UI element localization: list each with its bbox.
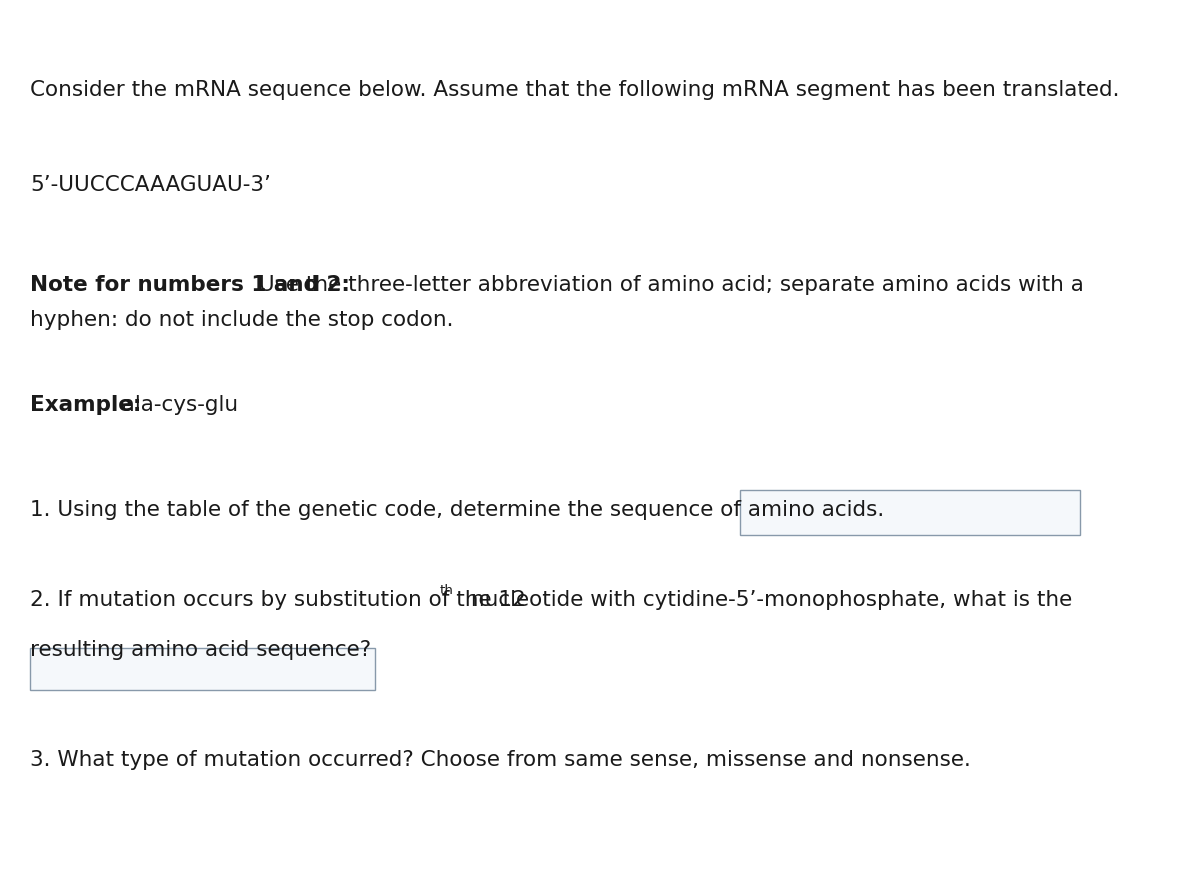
Text: Example:: Example:: [30, 395, 142, 415]
Text: 2. If mutation occurs by substitution of the 12: 2. If mutation occurs by substitution of…: [30, 590, 526, 610]
Text: 5’-UUCCCAAAGUAU-3’: 5’-UUCCCAAAGUAU-3’: [30, 175, 271, 195]
Text: 3. What type of mutation occurred? Choose from same sense, missense and nonsense: 3. What type of mutation occurred? Choos…: [30, 750, 971, 770]
Text: 1. Using the table of the genetic code, determine the sequence of amino acids.: 1. Using the table of the genetic code, …: [30, 500, 884, 520]
Text: resulting amino acid sequence?: resulting amino acid sequence?: [30, 640, 371, 660]
Text: Use the three-letter abbreviation of amino acid; separate amino acids with a: Use the three-letter abbreviation of ami…: [252, 275, 1084, 295]
Text: th: th: [440, 584, 454, 597]
Text: ala-cys-glu: ala-cys-glu: [108, 395, 238, 415]
Text: nucleotide with cytidine-5’-monophosphate, what is the: nucleotide with cytidine-5’-monophosphat…: [464, 590, 1073, 610]
Text: hyphen: do not include the stop codon.: hyphen: do not include the stop codon.: [30, 310, 454, 330]
Text: Note for numbers 1 and 2:: Note for numbers 1 and 2:: [30, 275, 350, 295]
Text: Consider the mRNA sequence below. Assume that the following mRNA segment has bee: Consider the mRNA sequence below. Assume…: [30, 80, 1120, 100]
